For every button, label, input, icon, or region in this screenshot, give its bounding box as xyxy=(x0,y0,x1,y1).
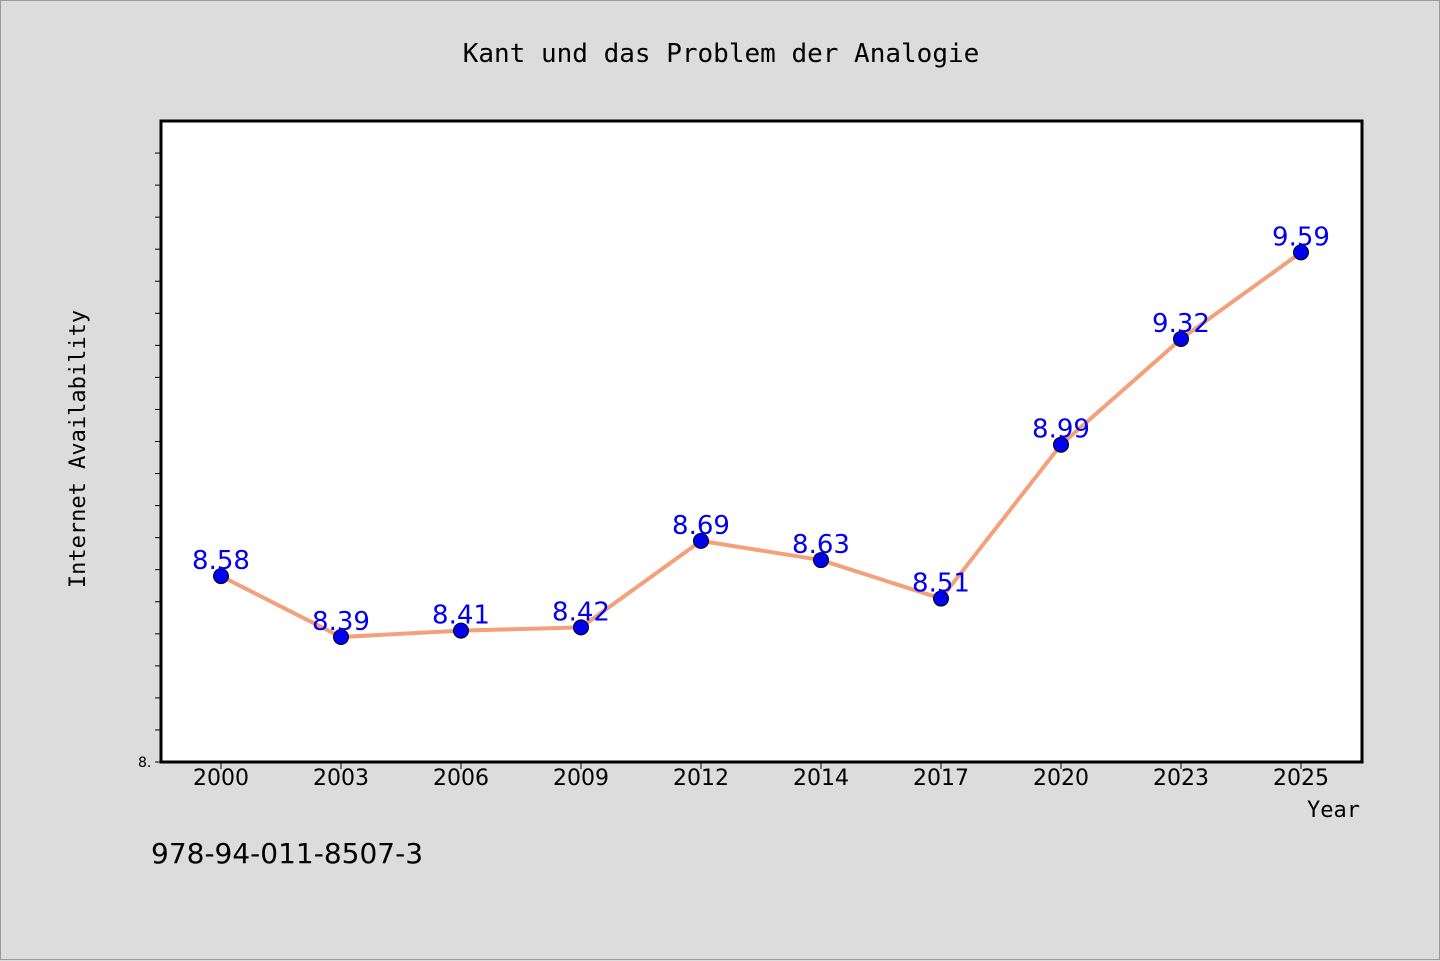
x-axis-label: Year xyxy=(1307,798,1360,823)
data-point xyxy=(453,622,469,639)
data-label: 9.32 xyxy=(1152,309,1210,339)
y-axis-label: Internet Availability xyxy=(66,310,91,588)
data-point xyxy=(573,619,589,636)
data-point xyxy=(813,552,829,569)
x-tick-label: 2023 xyxy=(1153,766,1209,791)
data-point xyxy=(1053,436,1069,453)
x-tick-label: 2012 xyxy=(673,766,729,791)
x-tick-label: 2006 xyxy=(433,766,489,791)
data-point xyxy=(693,532,709,549)
data-point xyxy=(1173,330,1189,347)
isbn-text: 978-94-011-8507-3 xyxy=(151,837,423,870)
data-label: 8.51 xyxy=(912,569,970,599)
y-tick-label: 8. xyxy=(138,755,151,771)
x-tick-label: 2003 xyxy=(313,766,369,791)
data-label: 8.63 xyxy=(792,530,850,560)
y-axis-ticks xyxy=(155,152,161,763)
data-label: 8.39 xyxy=(312,607,370,637)
x-tick-label: 2025 xyxy=(1273,766,1329,791)
data-label: 8.41 xyxy=(432,601,490,631)
series-layer: 8.58 8.39 8.41 8.42 8.69 8.63 8.51 8.99 9.32 9.59 xyxy=(192,222,1330,646)
x-tick-label: 2020 xyxy=(1033,766,1089,791)
data-label: 8.69 xyxy=(672,511,730,541)
x-axis-ticks: 2000 2003 2006 2009 2012 2014 2017 2020 2023 2025 xyxy=(193,762,1329,791)
x-tick-label: 2000 xyxy=(193,766,249,791)
x-tick-label: 2014 xyxy=(793,766,849,791)
data-label: 8.42 xyxy=(552,597,610,627)
chart-title: Kant und das Problem der Analogie xyxy=(463,39,980,69)
data-point xyxy=(933,590,949,607)
series-line xyxy=(220,250,1303,640)
x-tick-label: 2017 xyxy=(913,766,969,791)
x-tick-label: 2009 xyxy=(553,766,609,791)
data-label: 9.59 xyxy=(1272,222,1330,252)
data-point xyxy=(213,568,229,585)
data-point xyxy=(333,629,349,646)
data-label: 8.58 xyxy=(192,546,250,576)
data-point xyxy=(1293,244,1309,261)
plot-area xyxy=(159,119,1364,764)
data-label: 8.99 xyxy=(1032,415,1090,445)
